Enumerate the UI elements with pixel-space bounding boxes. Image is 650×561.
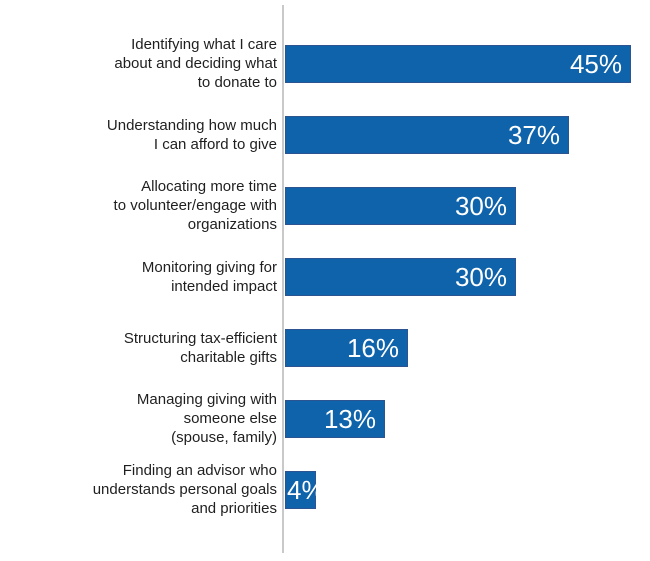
category-label-line: Identifying what I care [131,36,277,53]
bar-track: 30% [284,186,650,225]
category-label-line: and priorities [191,500,277,517]
category-label-line: to donate to [197,74,277,91]
category-label-line: Monitoring giving for [141,258,277,276]
bar: 45% [285,44,631,83]
category-label-line: organizations [187,216,277,233]
bar-value-label: 30% [454,261,507,292]
bar: 4% [285,470,325,509]
category-label-line: I can afford to give [153,135,277,153]
chart-row: Understanding how much I can afford to gi… [0,99,650,170]
bar-track: 16% [284,328,650,367]
category-label: Monitoring giving for intended impact [0,258,284,296]
bar: 16% [285,328,408,367]
category-label-line: Allocating more time [141,178,277,195]
category-label-line: Finding an advisor who [122,462,277,479]
bar-value-label: 13% [323,403,376,434]
chart-row: Allocating more time to volunteer/engage … [0,170,650,241]
category-label-line: charitable gifts [180,348,277,366]
bar-track: 37% [284,115,650,154]
chart-row: Managing giving with someone else (spouse,… [0,383,650,454]
bar: 30% [285,257,516,296]
chart-row: Identifying what I care about and decidin… [0,28,650,99]
category-label-line: intended impact [171,277,277,295]
category-label-line: Managing giving with [136,391,277,408]
category-label-line: understands personal goals [92,481,277,498]
chart-row: Monitoring giving for intended impact 30% [0,241,650,312]
bar-value-label: 16% [346,332,399,363]
bar-value-label: 4% [287,474,325,505]
bar: 13% [285,399,385,438]
bar-value-label: 37% [507,119,560,150]
bar: 30% [285,186,516,225]
category-label: Allocating more time to volunteer/engage … [0,177,284,234]
category-label: Identifying what I care about and decidin… [0,35,284,92]
category-label-line: (spouse, family) [171,429,277,446]
category-label: Structuring tax-efficient charitable gift… [0,329,284,367]
chart-rows: Identifying what I care about and decidin… [0,28,650,525]
bar-track: 45% [284,44,650,83]
bar-track: 13% [284,399,650,438]
category-label: Finding an advisor who understands person… [0,461,284,518]
bar-value-label: 45% [569,48,622,79]
category-label: Managing giving with someone else (spouse,… [0,390,284,447]
category-label-line: to volunteer/engage with [113,197,277,214]
chart-row: Finding an advisor who understands person… [0,454,650,525]
category-label-line: Understanding how much [106,116,277,134]
bar-value-label: 30% [454,190,507,221]
bar-track: 4% [284,470,650,509]
axis-baseline [282,5,284,553]
chart-row: Structuring tax-efficient charitable gift… [0,312,650,383]
category-label-line: someone else [183,410,277,427]
category-label-line: Structuring tax-efficient [123,329,277,347]
category-label: Understanding how much I can afford to gi… [0,116,284,154]
bar: 37% [285,115,569,154]
bar-track: 30% [284,257,650,296]
category-label-line: about and deciding what [114,55,277,72]
